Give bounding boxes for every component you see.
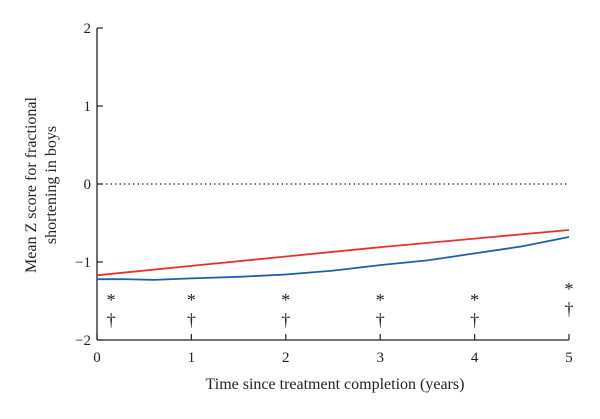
y-tick-label: −1 <box>75 255 91 271</box>
asterisk-marker: * <box>565 279 574 299</box>
y-tick-label: 0 <box>84 177 92 193</box>
y-axis-title-line-2: shortening in boys <box>43 126 60 244</box>
x-axis-title: Time since treatment completion (years) <box>206 376 465 393</box>
asterisk-marker: * <box>187 290 196 310</box>
y-tick-label: 2 <box>84 21 92 37</box>
asterisk-marker: * <box>281 290 290 310</box>
dagger-marker: † <box>376 310 385 330</box>
dagger-marker: † <box>281 310 290 330</box>
asterisk-marker: * <box>376 290 385 310</box>
x-tick-label: 0 <box>93 350 101 366</box>
y-axis-title-line-1: Mean Z score for fractional <box>23 96 40 272</box>
x-tick-label: 3 <box>376 350 384 366</box>
y-tick-label: −2 <box>75 333 91 349</box>
series-line-1 <box>96 229 570 277</box>
x-tick-label: 1 <box>188 350 196 366</box>
asterisk-marker: * <box>107 290 116 310</box>
x-tick-label: 2 <box>282 350 290 366</box>
dagger-marker: † <box>187 310 196 330</box>
x-tick-label: 4 <box>471 350 479 366</box>
plot-area: 210−1−20 1 2 3 4 5*†*†*†*†*†*† <box>75 21 573 366</box>
asterisk-marker: * <box>470 290 479 310</box>
series-line-2 <box>97 236 570 281</box>
dagger-marker: † <box>107 310 116 330</box>
x-tick-label: 5 <box>565 350 573 366</box>
dagger-marker: † <box>565 299 574 319</box>
y-tick-label: 1 <box>84 99 92 115</box>
dagger-marker: † <box>470 310 479 330</box>
